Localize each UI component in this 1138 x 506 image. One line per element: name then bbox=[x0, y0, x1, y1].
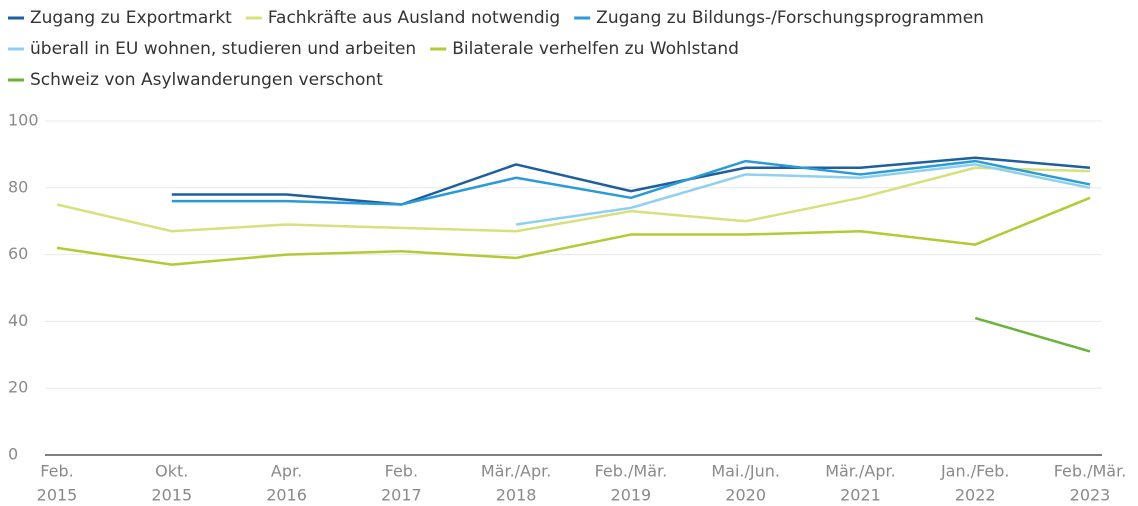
y-tick-label: 20 bbox=[8, 378, 28, 397]
x-tick-label: 2015 bbox=[37, 486, 78, 505]
legend-label: Bilaterale verhelfen zu Wohlstand bbox=[452, 39, 739, 59]
x-tick-label: 2020 bbox=[725, 486, 766, 505]
x-tick-label: 2021 bbox=[840, 486, 881, 505]
x-tick-label: 2017 bbox=[381, 486, 422, 505]
legend-label: überall in EU wohnen, studieren und arbe… bbox=[30, 39, 416, 59]
legend-label: Zugang zu Bildungs-/Forschungsprogrammen bbox=[596, 8, 984, 28]
series-line bbox=[56, 196, 1091, 266]
x-tick-label: 2016 bbox=[266, 486, 307, 505]
series-line bbox=[974, 316, 1091, 353]
x-tick-label: Mai./Jun. bbox=[711, 462, 780, 481]
y-tick-label: 40 bbox=[8, 311, 28, 330]
y-tick-label: 100 bbox=[8, 111, 39, 130]
x-tick-label: 2018 bbox=[496, 486, 537, 505]
series-line bbox=[56, 166, 1091, 233]
x-tick-label: Feb./Mär. bbox=[1054, 462, 1127, 481]
x-tick-label: Feb. bbox=[40, 462, 73, 481]
y-tick-label: 60 bbox=[8, 244, 28, 263]
x-tick-label: Mär./Apr. bbox=[481, 462, 552, 481]
x-tick-label: 2019 bbox=[611, 486, 652, 505]
x-tick-label: Jan./Feb. bbox=[940, 462, 1010, 481]
y-tick-label: 80 bbox=[8, 177, 28, 196]
series-line bbox=[171, 159, 1091, 206]
x-tick-label: 2022 bbox=[955, 486, 996, 505]
legend-label: Fachkräfte aus Ausland notwendig bbox=[268, 8, 560, 28]
legend-label: Schweiz von Asylwanderungen verschont bbox=[30, 70, 383, 90]
x-tick-label: Feb. bbox=[385, 462, 418, 481]
x-tick-label: Okt. bbox=[155, 462, 188, 481]
x-tick-label: Mär./Apr. bbox=[825, 462, 896, 481]
x-tick-label: Apr. bbox=[271, 462, 302, 481]
series-line bbox=[171, 156, 1091, 206]
x-tick-label: Feb./Mär. bbox=[595, 462, 668, 481]
x-tick-label: 2023 bbox=[1070, 486, 1111, 505]
series-line bbox=[515, 163, 1091, 226]
legend-label: Zugang zu Exportmarkt bbox=[30, 8, 232, 28]
x-tick-label: 2015 bbox=[151, 486, 192, 505]
y-tick-label: 0 bbox=[8, 445, 18, 464]
